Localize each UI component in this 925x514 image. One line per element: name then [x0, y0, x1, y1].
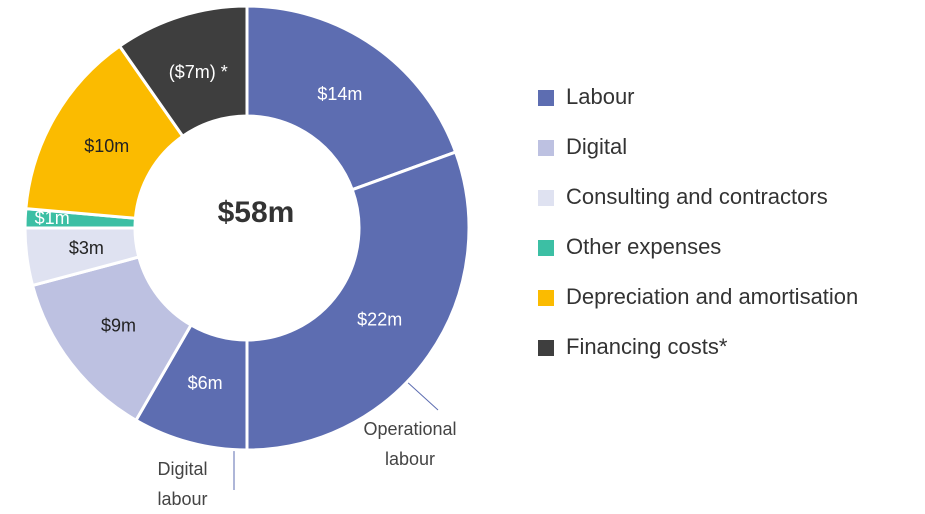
annotation: Operational labour — [363, 419, 457, 469]
data-label: $14m — [317, 84, 362, 104]
data-label: $6m — [188, 373, 223, 393]
legend-label: Depreciation and amortisation — [566, 284, 858, 309]
legend-swatch — [538, 140, 554, 156]
center-label: $58m — [218, 196, 295, 229]
legend-swatch — [538, 90, 554, 106]
data-label: $10m — [84, 136, 129, 156]
data-label: $22m — [357, 310, 402, 330]
data-label: $1m — [35, 208, 70, 228]
data-label: $3m — [69, 238, 104, 258]
donut-segment — [30, 255, 194, 423]
legend-label: Other expenses — [566, 234, 721, 259]
legend-swatch — [538, 290, 554, 306]
donut-segment — [245, 150, 471, 452]
donut-segment — [245, 4, 458, 192]
callout-line — [404, 379, 439, 411]
legend-swatch — [538, 340, 554, 356]
legend-swatch — [538, 190, 554, 206]
legend-label: Consulting and contractors — [566, 184, 828, 209]
legend-label: Digital — [566, 134, 627, 159]
legend-swatch — [538, 240, 554, 256]
data-label: $9m — [101, 315, 136, 335]
data-label: ($7m) * — [169, 62, 228, 82]
donut-segment — [117, 4, 249, 139]
annotation: Digital labour — [157, 459, 208, 509]
legend-label: Labour — [566, 84, 635, 109]
legend-label: Financing costs* — [566, 334, 728, 359]
